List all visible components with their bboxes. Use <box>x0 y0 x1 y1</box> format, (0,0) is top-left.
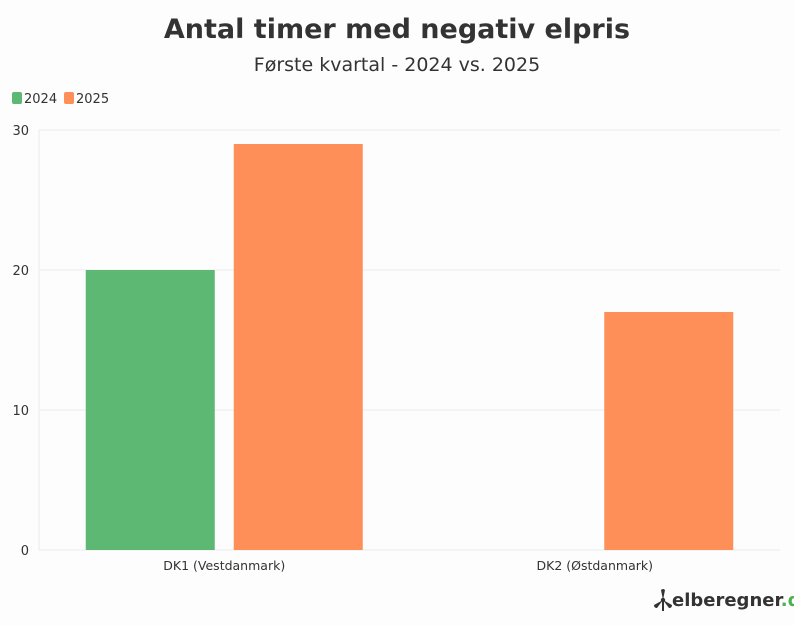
chart-title: Antal timer med negativ elpris <box>164 14 630 45</box>
y-tick-label: 0 <box>21 544 29 559</box>
x-axis: DK1 (Vestdanmark) DK2 (Østdanmark) <box>163 558 653 573</box>
legend-label-2025: 2025 <box>76 92 109 107</box>
x-tick-label: DK1 (Vestdanmark) <box>163 558 285 573</box>
legend-swatch-2024 <box>12 92 22 104</box>
bar-2025-dk1 <box>233 144 363 550</box>
y-tick-label: 30 <box>12 124 29 139</box>
y-axis: 0 10 20 30 <box>12 124 40 559</box>
bar-2024-dk1 <box>85 270 215 550</box>
legend-label-2024: 2024 <box>24 92 57 107</box>
y-tick-label: 20 <box>12 264 29 279</box>
brand-logo: elberegner.dk <box>654 589 794 611</box>
brand-name: elberegner.dk <box>672 590 794 611</box>
x-tick-label: DK2 (Østdanmark) <box>537 558 654 573</box>
y-tick-label: 10 <box>12 404 29 419</box>
bar-2025-dk2 <box>604 312 734 550</box>
legend-swatch-2025 <box>64 92 74 104</box>
chart-subtitle: Første kvartal - 2024 vs. 2025 <box>254 54 540 76</box>
brand-name-suffix: .dk <box>781 590 794 611</box>
bars <box>85 144 734 550</box>
brand-name-main: elberegner <box>672 590 783 611</box>
wind-turbine-icon <box>654 589 672 611</box>
legend: 2024 2025 <box>12 92 109 107</box>
